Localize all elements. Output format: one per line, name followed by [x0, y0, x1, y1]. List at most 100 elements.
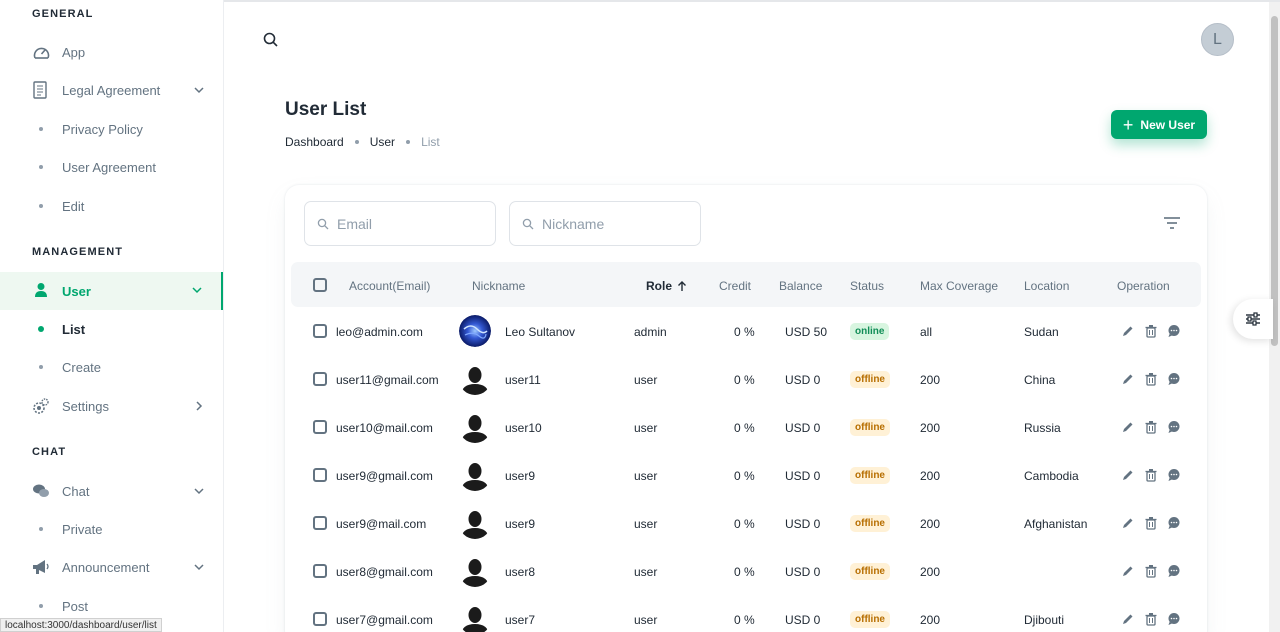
select-all-checkbox[interactable]	[313, 278, 327, 292]
sidebar-item-label: Edit	[62, 198, 85, 214]
row-avatar	[459, 459, 491, 491]
row-checkbox[interactable]	[313, 468, 327, 482]
row-balance: USD 0	[785, 469, 821, 483]
sidebar-item-label: Announcement	[62, 559, 150, 575]
user-icon	[32, 281, 50, 299]
filter-icon[interactable]	[1163, 216, 1181, 230]
row-checkbox[interactable]	[313, 420, 327, 434]
row-balance: USD 0	[785, 373, 821, 387]
default-user-silhouette-icon	[459, 603, 491, 632]
breadcrumb-dashboard[interactable]: Dashboard	[285, 135, 344, 149]
sidebar-item-create[interactable]: Create	[0, 349, 223, 385]
column-header-location[interactable]: Location	[1024, 279, 1070, 293]
table-row[interactable]: user9@mail.com user9 user 0 % USD 0 offl…	[291, 499, 1201, 547]
chevron-down-icon	[194, 564, 204, 571]
edit-pencil-icon[interactable]	[1121, 516, 1135, 530]
sidebar-item-announcement[interactable]: Announcement	[0, 549, 223, 585]
row-balance: USD 0	[785, 613, 821, 627]
row-checkbox[interactable]	[313, 372, 327, 386]
row-email: user8@gmail.com	[336, 565, 433, 579]
row-max-coverage: 200	[920, 517, 941, 531]
row-nickname: user7	[505, 613, 536, 627]
bullet-dot-icon	[39, 204, 43, 208]
row-operations	[1121, 372, 1181, 386]
edit-pencil-icon[interactable]	[1121, 564, 1135, 578]
scrollbar-thumb[interactable]	[1271, 16, 1278, 346]
chat-message-icon[interactable]	[1167, 420, 1181, 434]
new-user-button[interactable]: + New User	[1111, 110, 1207, 139]
page-scrollbar[interactable]	[1269, 2, 1280, 632]
chat-message-icon[interactable]	[1167, 564, 1181, 578]
table-row[interactable]: user7@gmail.com user7 user 0 % USD 0 off…	[291, 595, 1201, 632]
row-operations	[1121, 468, 1181, 482]
table-row[interactable]: user9@gmail.com user9 user 0 % USD 0 off…	[291, 451, 1201, 499]
row-operations	[1121, 564, 1181, 578]
trash-icon[interactable]	[1144, 564, 1158, 578]
column-header-credit[interactable]: Credit	[719, 279, 752, 293]
settings-drawer-button[interactable]	[1233, 299, 1273, 339]
table-row[interactable]: user10@mail.com user10 user 0 % USD 0 of…	[291, 403, 1201, 451]
chat-message-icon[interactable]	[1167, 516, 1181, 530]
bullet-dot-icon	[39, 365, 43, 369]
table-row[interactable]: user11@gmail.com user11 user 0 % USD 0 o…	[291, 355, 1201, 403]
sidebar-item-privacy-policy[interactable]: Privacy Policy	[0, 111, 223, 147]
row-checkbox[interactable]	[313, 516, 327, 530]
row-nickname: user11	[505, 373, 541, 387]
table-row[interactable]: user8@gmail.com user8 user 0 % USD 0 off…	[291, 547, 1201, 595]
chat-message-icon[interactable]	[1167, 372, 1181, 386]
sidebar-item-private[interactable]: Private	[0, 511, 223, 547]
column-header-role[interactable]: Role	[646, 279, 688, 293]
search-icon[interactable]	[262, 31, 280, 49]
sidebar-item-app[interactable]: App	[0, 34, 223, 70]
breadcrumb-user[interactable]: User	[369, 135, 396, 149]
row-balance: USD 50	[785, 325, 828, 339]
trash-icon[interactable]	[1144, 324, 1158, 338]
row-operations	[1121, 516, 1181, 530]
trash-icon[interactable]	[1144, 420, 1158, 434]
chat-message-icon[interactable]	[1167, 612, 1181, 626]
account-avatar[interactable]: L	[1201, 23, 1234, 56]
column-header-max-coverage[interactable]: Max Coverage	[920, 279, 999, 293]
email-filter-input[interactable]: Email	[304, 201, 496, 246]
sidebar-item-user-agreement[interactable]: User Agreement	[0, 149, 223, 185]
breadcrumb: Dashboard User List	[285, 135, 440, 149]
sidebar-item-settings[interactable]: Settings	[0, 388, 223, 424]
trash-icon[interactable]	[1144, 612, 1158, 626]
row-email: leo@admin.com	[336, 325, 423, 339]
column-header-account[interactable]: Account(Email)	[349, 279, 431, 293]
trash-icon[interactable]	[1144, 372, 1158, 386]
row-credit: 0 %	[734, 421, 755, 435]
sidebar-item-edit[interactable]: Edit	[0, 188, 223, 224]
row-operations	[1121, 324, 1181, 338]
trash-icon[interactable]	[1144, 516, 1158, 530]
edit-pencil-icon[interactable]	[1121, 612, 1135, 626]
sidebar-item-list[interactable]: List	[0, 311, 223, 347]
sidebar-item-user[interactable]: User	[0, 272, 223, 310]
trash-icon[interactable]	[1144, 468, 1158, 482]
table-row[interactable]: leo@admin.com Leo Sultanov admin 0 % USD…	[291, 307, 1201, 355]
default-user-silhouette-icon	[459, 507, 491, 539]
chat-message-icon[interactable]	[1167, 324, 1181, 338]
column-header-nickname[interactable]: Nickname	[472, 279, 526, 293]
sidebar-item-chat[interactable]: Chat	[0, 473, 223, 509]
nickname-filter-input[interactable]: Nickname	[509, 201, 701, 246]
chat-message-icon[interactable]	[1167, 468, 1181, 482]
row-role: user	[634, 469, 658, 483]
user-photo-icon	[459, 315, 491, 347]
breadcrumb-separator	[406, 140, 411, 144]
sidebar-item-label: User Agreement	[62, 159, 156, 175]
browser-status-url: localhost:3000/dashboard/user/list	[0, 618, 162, 632]
edit-pencil-icon[interactable]	[1121, 468, 1135, 482]
row-avatar	[459, 555, 491, 587]
row-checkbox[interactable]	[313, 324, 327, 338]
edit-pencil-icon[interactable]	[1121, 420, 1135, 434]
row-checkbox[interactable]	[313, 564, 327, 578]
row-checkbox[interactable]	[313, 612, 327, 626]
edit-pencil-icon[interactable]	[1121, 372, 1135, 386]
dashboard-gauge-icon	[32, 43, 50, 61]
edit-pencil-icon[interactable]	[1121, 324, 1135, 338]
sidebar-item-post[interactable]: Post	[0, 588, 223, 624]
column-header-balance[interactable]: Balance	[779, 279, 823, 293]
column-header-status[interactable]: Status	[850, 279, 885, 293]
sidebar-item-legal-agreement[interactable]: Legal Agreement	[0, 72, 223, 108]
